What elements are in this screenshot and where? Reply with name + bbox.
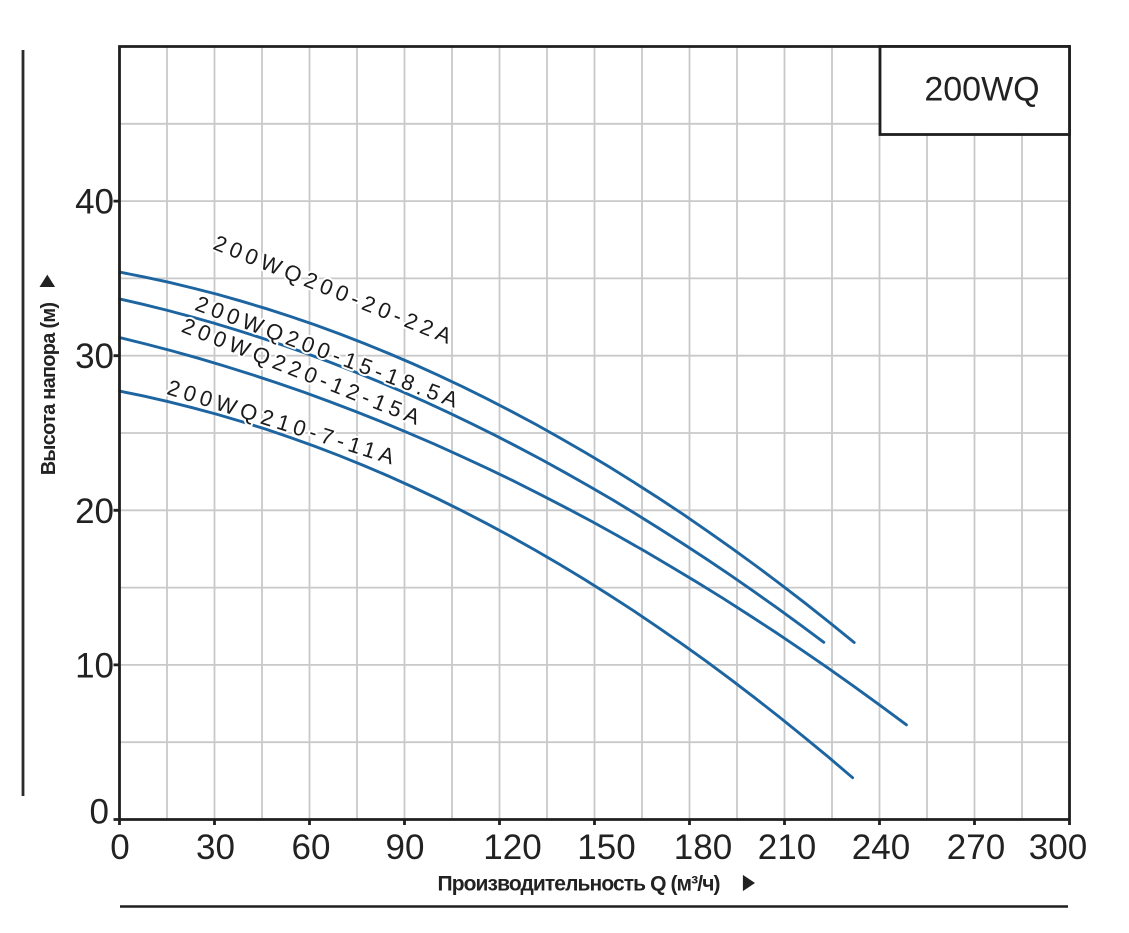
svg-text:0: 0 (90, 792, 109, 831)
svg-text:60: 60 (292, 828, 331, 867)
svg-text:10: 10 (75, 646, 114, 685)
svg-text:150: 150 (577, 828, 635, 867)
svg-text:180: 180 (674, 828, 732, 867)
svg-text:270: 270 (947, 828, 1005, 867)
svg-text:120: 120 (483, 828, 541, 867)
svg-text:240: 240 (852, 828, 910, 867)
svg-text:200WQ: 200WQ (924, 71, 1039, 109)
svg-text:20: 20 (75, 492, 114, 531)
svg-text:90: 90 (386, 828, 425, 867)
svg-text:Производительность Q (м³/ч): Производительность Q (м³/ч) (438, 873, 720, 896)
svg-text:30: 30 (75, 337, 114, 376)
svg-text:30: 30 (196, 828, 235, 867)
svg-text:210: 210 (758, 828, 816, 867)
svg-text:Высота напора (м): Высота напора (м) (38, 303, 60, 476)
svg-text:0: 0 (110, 828, 129, 867)
svg-text:300: 300 (1029, 828, 1087, 867)
svg-text:40: 40 (75, 183, 114, 222)
